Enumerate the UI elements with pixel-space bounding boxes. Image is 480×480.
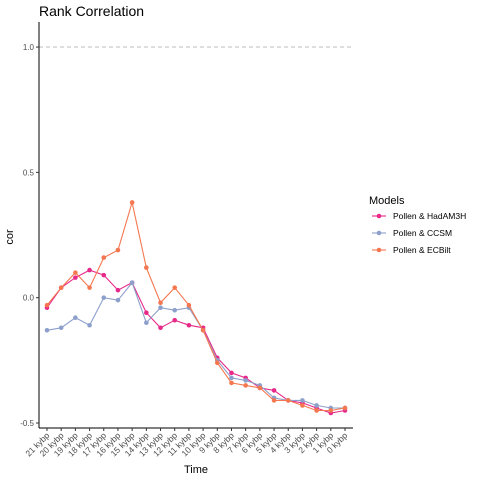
data-point (271, 398, 277, 403)
data-point (158, 305, 163, 311)
y-tick-label: 0.0 (23, 294, 35, 303)
series-line (46, 281, 345, 409)
data-point (101, 272, 107, 278)
y-tick-label: 0.5 (23, 168, 35, 177)
data-point (285, 398, 291, 403)
data-point (158, 300, 163, 305)
legend-key-point (376, 230, 382, 236)
data-point (229, 380, 234, 386)
data-point (229, 370, 234, 376)
legend-title: Models (369, 195, 405, 207)
data-point (58, 325, 64, 331)
data-point (101, 255, 107, 260)
data-point (44, 327, 50, 333)
chart-title: Rank Correlation (39, 3, 144, 19)
data-point (144, 310, 149, 316)
data-point (243, 383, 248, 388)
data-point (87, 285, 92, 290)
data-point (172, 285, 178, 290)
y-tick-label: 1.0 (23, 43, 35, 52)
data-point (115, 297, 121, 303)
y-axis-label: cor (4, 229, 16, 245)
data-point (328, 408, 334, 413)
data-point (186, 302, 192, 308)
x-axis-label: Time (184, 464, 208, 476)
legend-label: Pollen & HadAM3H (393, 211, 466, 221)
legend-label: Pollen & ECBilt (393, 245, 451, 255)
data-point (87, 267, 92, 273)
series-line (46, 269, 346, 414)
data-point (115, 247, 121, 253)
data-point (44, 302, 50, 308)
legend-key-point (376, 213, 382, 219)
data-point (342, 405, 348, 411)
data-point (271, 388, 277, 393)
y-tick-label: -0.5 (20, 419, 34, 428)
data-point (214, 360, 220, 366)
data-point (129, 280, 135, 285)
data-point (73, 275, 78, 280)
data-point (300, 398, 305, 403)
data-point (186, 322, 192, 328)
data-point (58, 285, 64, 290)
data-point (172, 307, 178, 313)
data-point (73, 315, 78, 321)
data-point (243, 378, 248, 383)
data-point (172, 317, 178, 323)
data-point (158, 325, 163, 331)
data-point (101, 295, 107, 300)
data-point (314, 408, 319, 413)
data-point (229, 375, 234, 381)
data-point (257, 385, 263, 391)
data-point (144, 320, 149, 326)
data-point (115, 287, 121, 293)
data-point (73, 270, 78, 275)
data-point (129, 200, 135, 205)
data-point (300, 403, 305, 408)
data-point (144, 265, 149, 270)
data-point (200, 327, 206, 333)
data-point (314, 403, 319, 408)
legend: Pollen & HadAM3H Pollen & CCSM Pollen & EC… (372, 211, 466, 255)
data-point (87, 322, 92, 328)
legend-label: Pollen & CCSM (393, 228, 452, 238)
legend-key-point (376, 247, 382, 253)
series-line (46, 202, 346, 412)
